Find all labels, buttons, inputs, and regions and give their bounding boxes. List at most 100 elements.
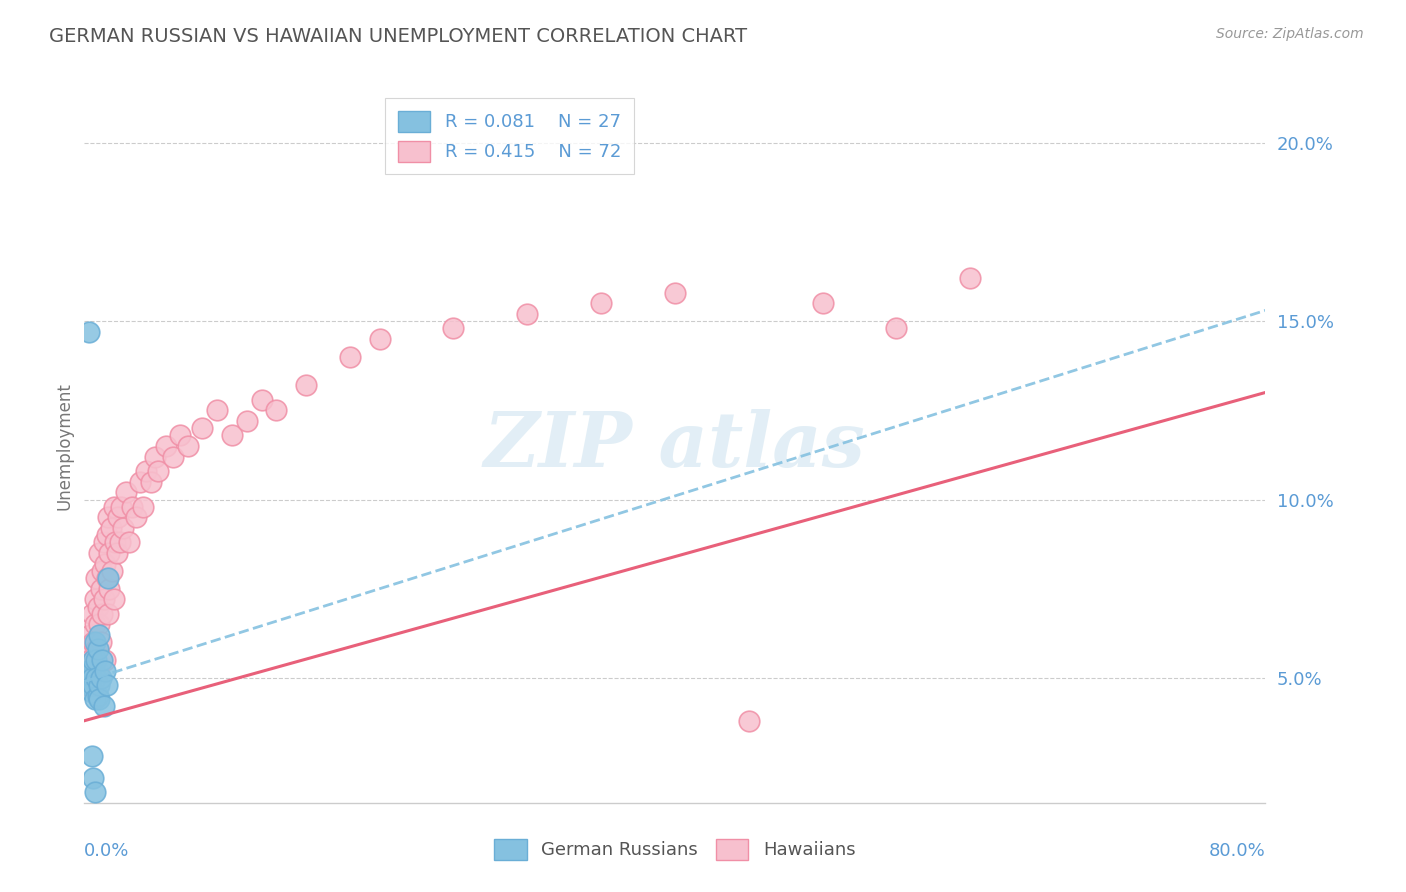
Point <box>121 500 143 514</box>
Point <box>82 653 104 667</box>
Point <box>94 664 117 678</box>
Point <box>83 692 105 706</box>
Point <box>98 582 121 596</box>
Point <box>97 571 120 585</box>
Text: 80.0%: 80.0% <box>1209 842 1265 860</box>
Point <box>221 428 243 442</box>
Point <box>155 439 177 453</box>
Point <box>84 671 107 685</box>
Point <box>110 500 132 514</box>
Point <box>80 749 103 764</box>
Point <box>86 689 108 703</box>
Point <box>191 421 214 435</box>
Point <box>93 592 115 607</box>
Point <box>104 535 127 549</box>
Legend: German Russians, Hawaiians: German Russians, Hawaiians <box>482 826 868 872</box>
Point <box>93 699 115 714</box>
Point <box>118 535 141 549</box>
Text: 0.0%: 0.0% <box>84 842 129 860</box>
Text: GERMAN RUSSIAN VS HAWAIIAN UNEMPLOYMENT CORRELATION CHART: GERMAN RUSSIAN VS HAWAIIAN UNEMPLOYMENT … <box>49 27 748 45</box>
Point <box>132 500 155 514</box>
Point <box>87 692 111 706</box>
Point <box>100 521 122 535</box>
Point <box>148 464 170 478</box>
Point <box>83 592 105 607</box>
Point <box>101 564 124 578</box>
Point <box>82 635 104 649</box>
Point <box>84 642 107 657</box>
Point <box>80 671 103 685</box>
Point <box>443 321 465 335</box>
Point <box>94 653 117 667</box>
Point <box>77 642 100 657</box>
Point <box>91 564 114 578</box>
Point <box>84 571 107 585</box>
Point <box>83 635 105 649</box>
Point <box>266 403 288 417</box>
Point <box>295 378 318 392</box>
Point <box>250 392 273 407</box>
Point <box>82 653 104 667</box>
Point <box>79 653 101 667</box>
Point <box>86 664 108 678</box>
Text: Source: ZipAtlas.com: Source: ZipAtlas.com <box>1216 27 1364 41</box>
Point <box>96 678 118 692</box>
Point <box>162 450 184 464</box>
Point <box>207 403 229 417</box>
Point <box>91 607 114 621</box>
Point <box>114 485 136 500</box>
Point <box>80 685 103 699</box>
Point <box>93 535 115 549</box>
Point <box>125 510 148 524</box>
Point <box>169 428 191 442</box>
Point <box>76 678 98 692</box>
Point <box>103 500 125 514</box>
Point <box>108 535 131 549</box>
Point <box>90 671 112 685</box>
Point <box>129 475 152 489</box>
Point <box>111 521 134 535</box>
Point <box>83 617 105 632</box>
Point <box>77 671 100 685</box>
Point <box>76 664 98 678</box>
Point <box>96 528 118 542</box>
Point <box>90 635 112 649</box>
Point <box>96 571 118 585</box>
Point <box>97 607 120 621</box>
Point <box>86 642 108 657</box>
Point <box>139 475 162 489</box>
Point <box>91 653 114 667</box>
Text: ZIP atlas: ZIP atlas <box>484 409 866 483</box>
Point <box>143 450 166 464</box>
Point <box>79 664 101 678</box>
Point <box>79 678 101 692</box>
Point <box>886 321 908 335</box>
Point <box>87 628 111 642</box>
Point <box>177 439 200 453</box>
Point <box>86 599 108 614</box>
Point <box>82 771 104 785</box>
Point <box>959 271 981 285</box>
Point <box>339 350 361 364</box>
Point <box>87 546 111 560</box>
Point <box>87 617 111 632</box>
Point <box>80 671 103 685</box>
Point <box>97 510 120 524</box>
Point <box>84 653 107 667</box>
Point <box>103 592 125 607</box>
Point <box>98 546 121 560</box>
Point <box>107 510 129 524</box>
Point <box>77 325 100 339</box>
Point <box>90 582 112 596</box>
Point <box>83 785 105 799</box>
Point <box>79 628 101 642</box>
Point <box>811 296 834 310</box>
Point <box>738 714 761 728</box>
Point <box>664 285 686 300</box>
Point <box>105 546 128 560</box>
Point <box>368 332 391 346</box>
Point <box>236 414 259 428</box>
Y-axis label: Unemployment: Unemployment <box>55 382 73 510</box>
Point <box>516 307 538 321</box>
Point <box>135 464 157 478</box>
